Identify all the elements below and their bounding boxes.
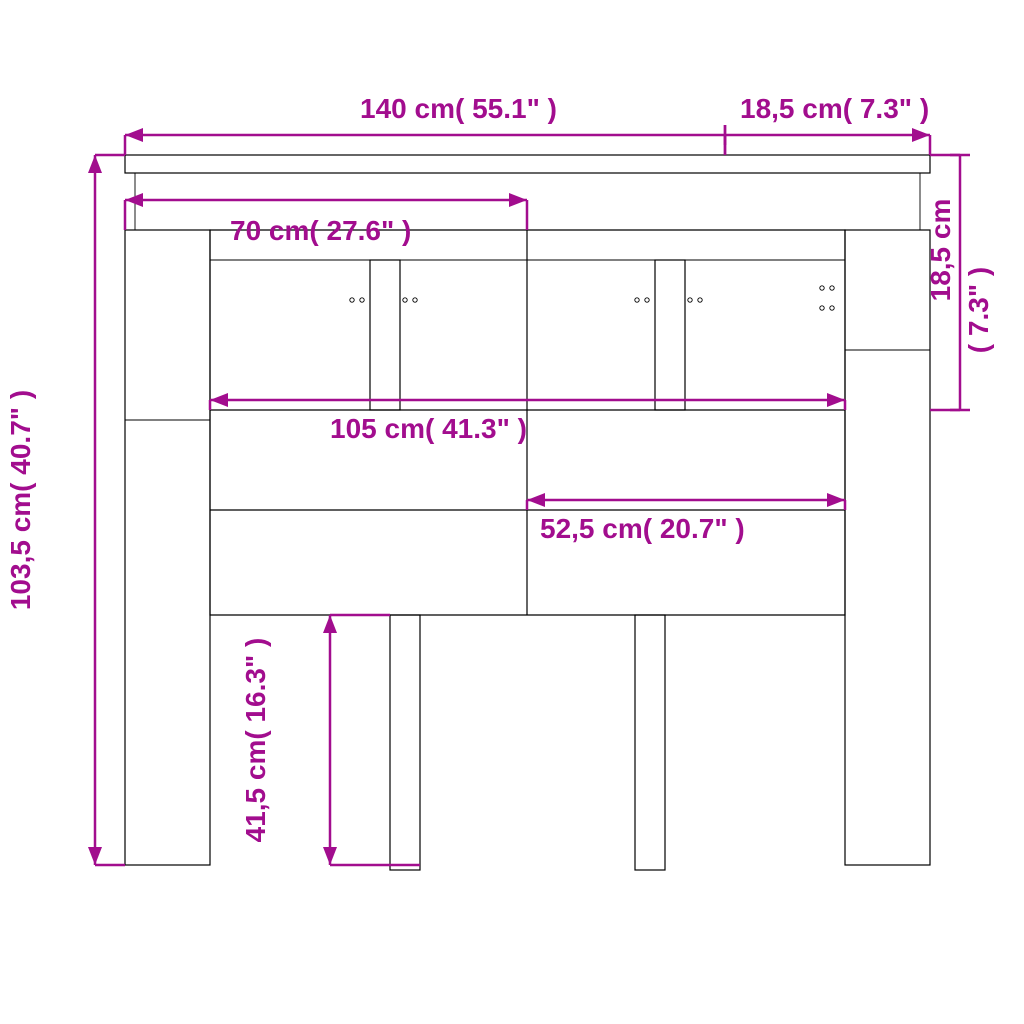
dim-label: 18,5 cm — [925, 199, 956, 302]
dim-label: 105 cm( 41.3" ) — [330, 413, 527, 444]
dim-label: 70 cm( 27.6" ) — [230, 215, 411, 246]
dimension-diagram: 140 cm( 55.1" ) 18,5 cm( 7.3" ) 70 cm( 27.… — [0, 0, 1024, 1024]
dim-label: 52,5 cm( 20.7" ) — [540, 513, 745, 544]
dim-label: 41,5 cm( 16.3" ) — [240, 638, 271, 843]
dim-label: 103,5 cm( 40.7" ) — [5, 390, 36, 610]
dim-label: 18,5 cm( 7.3" ) — [740, 93, 929, 124]
dim-label: 140 cm( 55.1" ) — [360, 93, 557, 124]
dim-label: ( 7.3" ) — [963, 267, 994, 353]
